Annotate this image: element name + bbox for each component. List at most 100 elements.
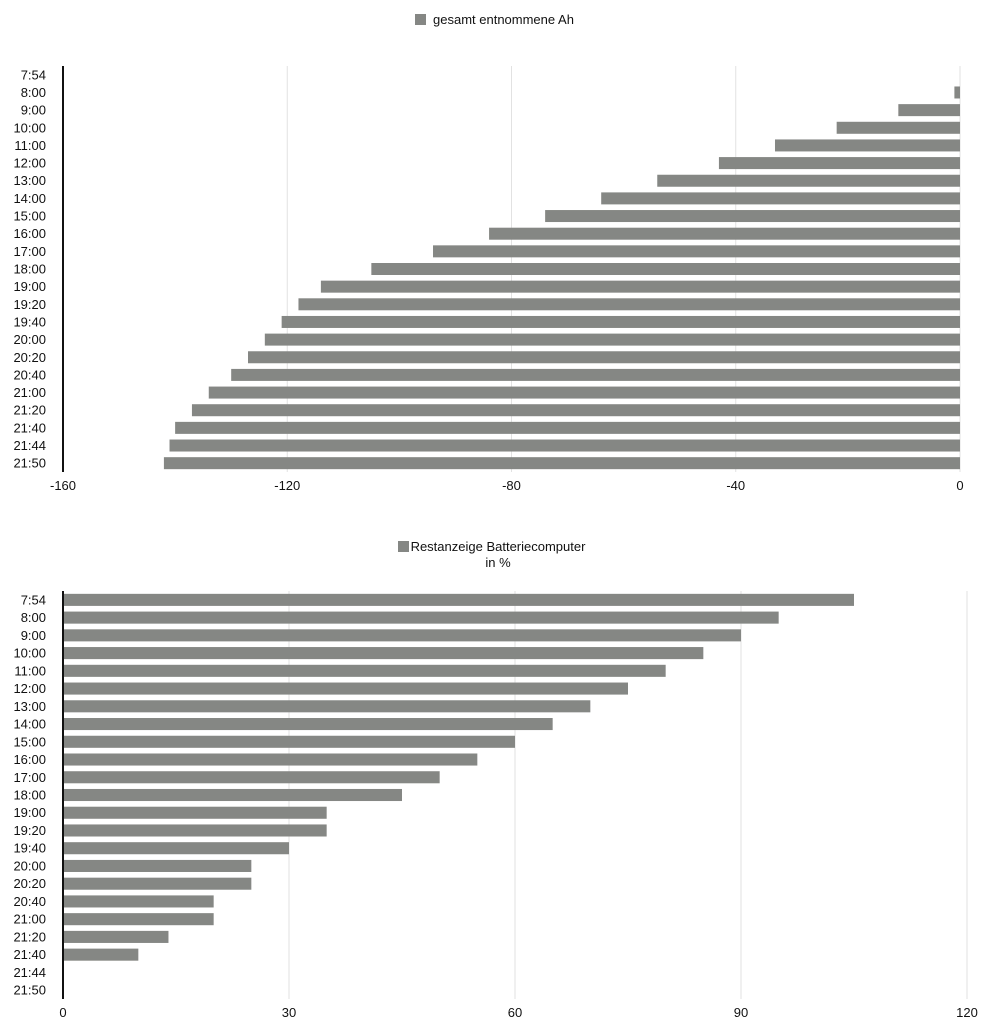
y-tick-label: 21:44 xyxy=(13,438,46,453)
x-tick-label: 0 xyxy=(956,478,963,493)
y-tick-label: 11:00 xyxy=(14,663,46,678)
bar xyxy=(489,227,960,240)
bar xyxy=(63,611,779,624)
x-tick-label: -160 xyxy=(50,478,76,493)
y-tick-label: 9:00 xyxy=(21,103,46,118)
y-tick-label: 20:40 xyxy=(13,894,46,909)
y-tick-label: 18:00 xyxy=(13,262,46,277)
legend-swatch xyxy=(398,541,409,552)
bar xyxy=(63,647,704,660)
y-tick-label: 15:00 xyxy=(13,209,46,224)
bar xyxy=(320,280,960,293)
bar xyxy=(63,788,402,802)
bar xyxy=(63,753,478,766)
bar xyxy=(545,210,960,223)
legend-label: Restanzeige Batteriecomputer xyxy=(411,539,587,554)
y-tick-label: 9:00 xyxy=(21,628,46,643)
bar xyxy=(63,806,327,819)
y-tick-label: 21:50 xyxy=(13,983,46,998)
y-tick-label: 21:40 xyxy=(13,947,46,962)
y-tick-label: 16:00 xyxy=(13,226,46,241)
x-tick-label: -80 xyxy=(502,478,521,493)
x-tick-label: -40 xyxy=(726,478,745,493)
y-tick-label: 17:00 xyxy=(13,244,46,259)
y-tick-label: 15:00 xyxy=(13,734,46,749)
y-tick-label: 7:54 xyxy=(21,67,46,82)
y-tick-label: 19:00 xyxy=(13,279,46,294)
bar xyxy=(657,174,960,187)
bar xyxy=(191,404,961,417)
x-tick-label: -120 xyxy=(274,478,300,493)
bar xyxy=(898,104,960,117)
bar xyxy=(208,386,960,399)
x-tick-label: 60 xyxy=(508,1005,522,1020)
legend-label: in % xyxy=(485,555,511,570)
bar xyxy=(63,771,440,784)
bar xyxy=(954,86,960,99)
bar xyxy=(601,192,960,205)
y-tick-label: 16:00 xyxy=(13,752,46,767)
bar xyxy=(371,262,960,276)
y-tick-label: 19:20 xyxy=(13,297,46,312)
bar xyxy=(433,245,960,258)
y-tick-label: 19:00 xyxy=(13,805,46,820)
y-tick-label: 14:00 xyxy=(13,191,46,206)
bar xyxy=(231,368,960,381)
y-tick-label: 12:00 xyxy=(13,156,46,171)
bar xyxy=(169,439,961,452)
y-tick-label: 19:40 xyxy=(13,841,46,856)
bar xyxy=(836,121,960,134)
x-tick-label: 30 xyxy=(282,1005,296,1020)
bar xyxy=(63,735,515,748)
bar xyxy=(63,682,628,695)
y-tick-label: 21:00 xyxy=(13,385,46,400)
bar xyxy=(718,157,960,170)
y-tick-label: 14:00 xyxy=(13,717,46,732)
y-tick-label: 12:00 xyxy=(13,681,46,696)
y-tick-label: 20:00 xyxy=(13,858,46,873)
y-tick-label: 10:00 xyxy=(13,646,46,661)
bar xyxy=(298,298,960,311)
bar xyxy=(63,824,327,837)
bar xyxy=(63,930,169,943)
y-tick-label: 21:50 xyxy=(13,456,46,471)
x-tick-label: 90 xyxy=(734,1005,748,1020)
y-tick-label: 20:20 xyxy=(13,350,46,365)
bar xyxy=(63,895,214,908)
bar xyxy=(63,629,741,642)
bar xyxy=(63,948,139,961)
y-tick-label: 11:00 xyxy=(14,138,46,153)
bar xyxy=(63,842,289,855)
bar xyxy=(248,351,961,364)
y-tick-label: 18:00 xyxy=(13,788,46,803)
bar xyxy=(774,139,960,152)
bar xyxy=(264,333,960,346)
bar xyxy=(63,913,214,926)
legend: gesamt entnommene Ah xyxy=(415,12,574,27)
bar xyxy=(175,421,960,434)
bar xyxy=(63,700,591,713)
y-tick-label: 21:40 xyxy=(13,420,46,435)
y-tick-label: 13:00 xyxy=(13,699,46,714)
bar xyxy=(63,718,553,731)
bar xyxy=(163,457,961,470)
x-tick-label: 120 xyxy=(956,1005,978,1020)
y-tick-label: 19:40 xyxy=(13,314,46,329)
bar xyxy=(63,877,252,890)
y-tick-label: 19:20 xyxy=(13,823,46,838)
bar xyxy=(63,593,854,606)
y-tick-label: 10:00 xyxy=(13,120,46,135)
y-tick-label: 20:20 xyxy=(13,876,46,891)
y-tick-label: 17:00 xyxy=(13,770,46,785)
legend-label: gesamt entnommene Ah xyxy=(433,12,574,27)
y-tick-label: 13:00 xyxy=(13,173,46,188)
y-tick-label: 7:54 xyxy=(21,592,46,607)
y-tick-label: 21:20 xyxy=(13,403,46,418)
y-tick-label: 21:00 xyxy=(13,912,46,927)
y-tick-label: 20:00 xyxy=(13,332,46,347)
bar xyxy=(281,315,960,328)
legend-swatch xyxy=(415,14,426,25)
x-tick-label: 0 xyxy=(59,1005,66,1020)
